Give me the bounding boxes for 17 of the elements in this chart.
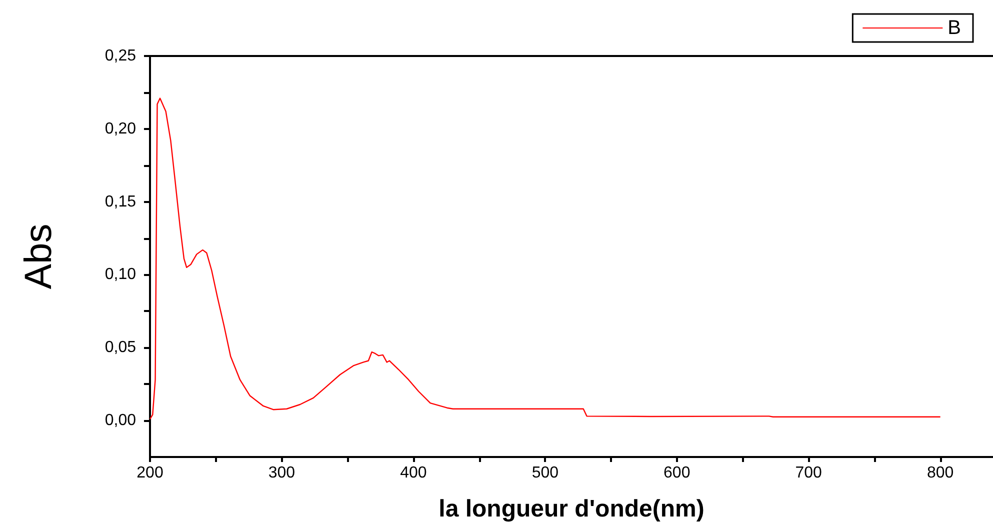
y-tick-label: 0,25 (104, 48, 136, 64)
line-series (149, 98, 941, 420)
x-tick-label: 700 (795, 464, 822, 482)
y-tick-label: 0,15 (104, 193, 136, 210)
legend-label: B (948, 17, 962, 39)
y-tick-label: 0,10 (104, 266, 136, 284)
y-axis-title: Abs (18, 224, 60, 290)
x-tick-label: 600 (664, 464, 690, 482)
y-tick-label: 0,20 (104, 120, 136, 138)
y-tick-label: 0,00 (104, 412, 136, 430)
y-tick-label: 0,05 (104, 339, 136, 356)
x-tick-label: 500 (532, 464, 559, 482)
x-tick-label: 400 (400, 464, 427, 482)
x-tick-label: 800 (926, 464, 954, 482)
x-tick-label: 200 (136, 464, 164, 482)
x-axis-title: la longueur d'onde(nm) (438, 496, 704, 522)
x-tick-label: 300 (268, 464, 296, 482)
